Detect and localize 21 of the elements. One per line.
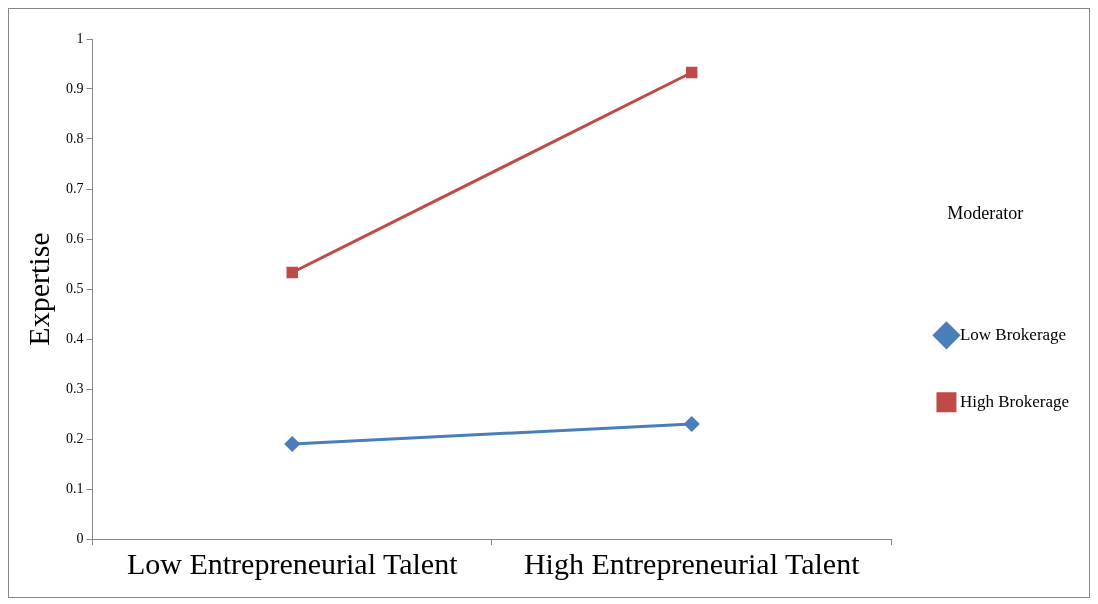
x-tick-label: Low Entrepreneurial Talent: [126, 546, 459, 580]
y-tick-label: 0.6: [66, 230, 84, 246]
y-tick-label: 1: [76, 30, 84, 46]
point: [685, 66, 698, 79]
point: [286, 266, 298, 279]
y-tick-label: 0.9: [66, 80, 84, 96]
y-tick-label: 0.7: [66, 180, 84, 196]
legend-label: High Brokerage: [959, 391, 1070, 411]
y-tick-label: 0: [76, 530, 84, 546]
y-tick-label: 0.2: [66, 430, 84, 446]
y-tick-label: 0.1: [66, 480, 84, 496]
y-axis-title: Expertise: [21, 232, 55, 346]
legend-title: Moderator: [947, 202, 1024, 223]
y-tick-label: 0.5: [66, 280, 84, 296]
y-tick-label: 0.4: [66, 330, 84, 346]
x-tick-label: High Entrepreneurial Talent: [523, 546, 861, 580]
point: [284, 436, 300, 452]
y-tick-label: 0.8: [66, 130, 84, 146]
legend-label: Low Brokerage: [959, 324, 1067, 344]
point: [684, 416, 700, 432]
y-tick-label: 0.3: [66, 380, 84, 396]
